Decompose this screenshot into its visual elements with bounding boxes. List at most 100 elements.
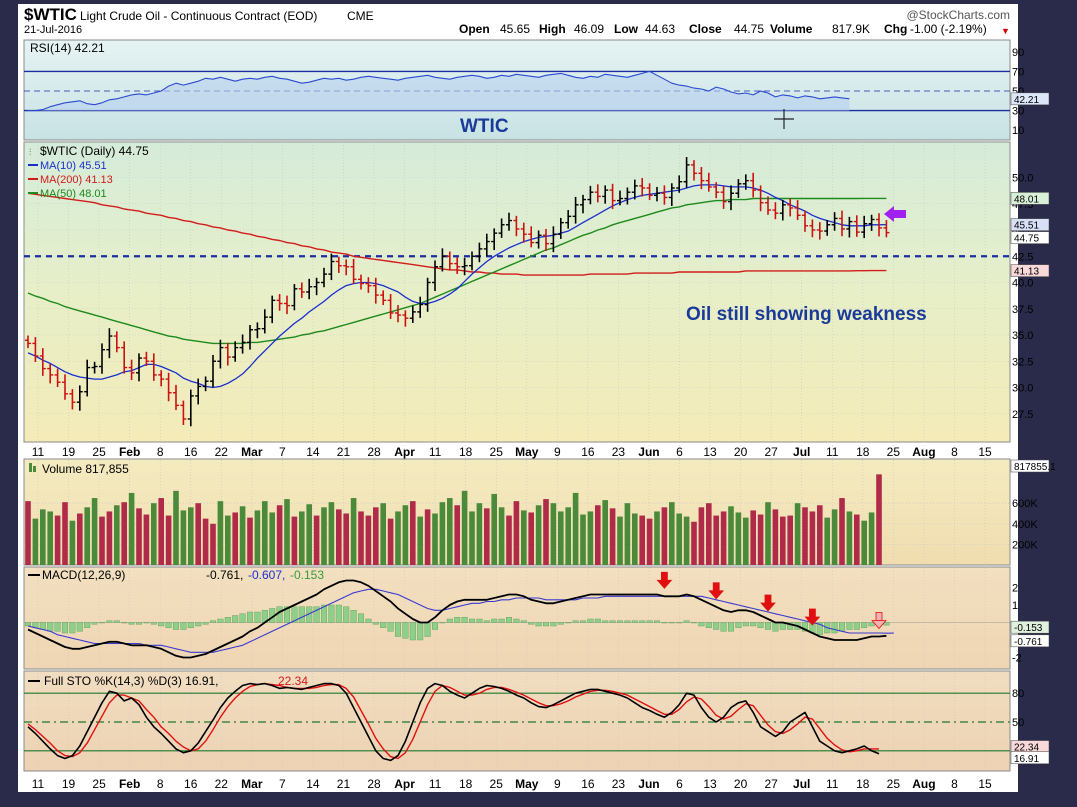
rsi-value-label-box (1010, 92, 1050, 106)
macd-histogram-bar (742, 622, 749, 627)
volume-bar (469, 511, 475, 565)
arrow-head (708, 590, 725, 600)
stochastic-k-value-label: 16.91 (1014, 754, 1039, 765)
x-tick-label: 11 (32, 777, 45, 791)
macd-histogram-bar (735, 622, 742, 628)
x-tick-label: 28 (367, 777, 381, 791)
volume-bar (750, 510, 756, 565)
x-tick-label: 25 (887, 777, 901, 791)
volume-bar (84, 507, 90, 565)
chg-value: -1.00 (-2.19%) (910, 22, 987, 36)
macd-histogram-bar (883, 622, 890, 626)
arrow-head (656, 579, 673, 589)
macd-histogram-bar (291, 606, 298, 623)
volume-bar (868, 512, 875, 565)
volume-bar (284, 499, 290, 565)
macd-histogram-bar (831, 622, 838, 634)
volume-bar (91, 498, 98, 565)
x-tick-label: Apr (394, 445, 415, 459)
macd-line (27, 579, 887, 659)
x-tick-label: Feb (119, 777, 140, 791)
macd-histogram-bar (313, 606, 320, 623)
macd-histogram-bar (565, 622, 572, 624)
volume-bar (365, 515, 372, 565)
macd-histogram-bar (372, 622, 379, 625)
x-tick-label: 21 (337, 777, 351, 791)
ma10-value-label: 45.51 (1014, 221, 1039, 232)
volume-bar (402, 505, 409, 565)
volume-layer (24, 474, 1010, 565)
arrow-head (804, 616, 821, 626)
macd-histogram-bar (839, 622, 846, 632)
macd-histogram-bar (417, 622, 424, 641)
macd-histogram-bar (246, 611, 253, 623)
volume-bar (780, 516, 786, 565)
legend-ma200: MA(200) 41.13 (40, 174, 113, 186)
x-tick-label: 27 (764, 445, 778, 459)
price-tick-label: 32.5 (1012, 356, 1033, 368)
volume-label: Volume (770, 22, 813, 36)
x-tick-label: 13 (703, 445, 717, 459)
macd-histogram-bar (476, 618, 483, 623)
macd-histogram-bar (76, 622, 83, 632)
volume-bar (195, 503, 201, 565)
x-tick-label: 20 (734, 777, 748, 791)
volume-bar (794, 503, 801, 565)
macd-histogram-bar (335, 604, 342, 623)
macd-histogram-bar (691, 622, 698, 624)
volume-bar (350, 498, 357, 565)
volume-bar (439, 502, 446, 565)
macd-histogram-bar (84, 622, 91, 628)
volume-bar (676, 513, 682, 565)
volume-bar (617, 516, 623, 565)
volume-bar (114, 505, 120, 565)
macd-histogram-bar (128, 622, 135, 625)
rsi-tick-label: 70 (1012, 66, 1024, 78)
red-down-arrow-icon (760, 594, 776, 612)
rsi-line (28, 70, 850, 112)
x-tick-label: 11 (826, 445, 839, 459)
volume-value: 817.9K (832, 22, 870, 36)
volume-bar (654, 511, 660, 565)
volume-bar (661, 507, 668, 565)
macd-title: MACD(12,26,9) -0.761, -0.607, -0.153 (28, 568, 324, 582)
x-tick-label: May (515, 777, 539, 791)
ma50-value-label: 48.01 (1014, 194, 1039, 205)
volume-bar (587, 511, 594, 565)
x-tick-label: Apr (394, 777, 415, 791)
macd-histogram-bar (232, 615, 239, 623)
volume-bar (158, 498, 164, 565)
volume-bar (528, 512, 534, 565)
down-triangle-icon: ▼ (1001, 26, 1010, 36)
macd-histogram-bar (439, 622, 446, 624)
volume-bar (262, 501, 268, 565)
red-down-arrow-icon (708, 582, 725, 600)
x-tick-label: 16 (184, 777, 198, 791)
volume-bar (69, 520, 76, 565)
x-tick-label: 7 (279, 777, 286, 791)
macd-histogram-bar (343, 606, 350, 623)
x-tick-label: 16 (581, 445, 595, 459)
macd-histogram-bar (543, 622, 550, 627)
macd-histogram-bar (661, 622, 668, 624)
macd-histogram-bar (69, 622, 76, 634)
x-tick-label: May (515, 445, 539, 459)
macd-histogram-bar (158, 622, 165, 627)
volume-bar (151, 503, 157, 565)
volume-bar (40, 509, 46, 565)
ma200-value-label-box (1010, 264, 1050, 277)
volume-bar (802, 507, 808, 565)
volume-bar (817, 505, 823, 565)
x-tick-label: 18 (856, 777, 870, 791)
source-watermark: @StockCharts.com (906, 8, 1010, 22)
macd-histogram-bar (594, 618, 601, 623)
macd-histogram-bar (787, 622, 794, 630)
volume-bar (276, 505, 283, 565)
volume-bar (25, 501, 31, 565)
volume-bar (247, 517, 253, 565)
volume-bar (543, 499, 549, 565)
volume-bar (99, 516, 105, 565)
volume-bar (180, 510, 187, 565)
volume-bar (484, 508, 490, 565)
macd-histogram-bar (387, 622, 394, 632)
